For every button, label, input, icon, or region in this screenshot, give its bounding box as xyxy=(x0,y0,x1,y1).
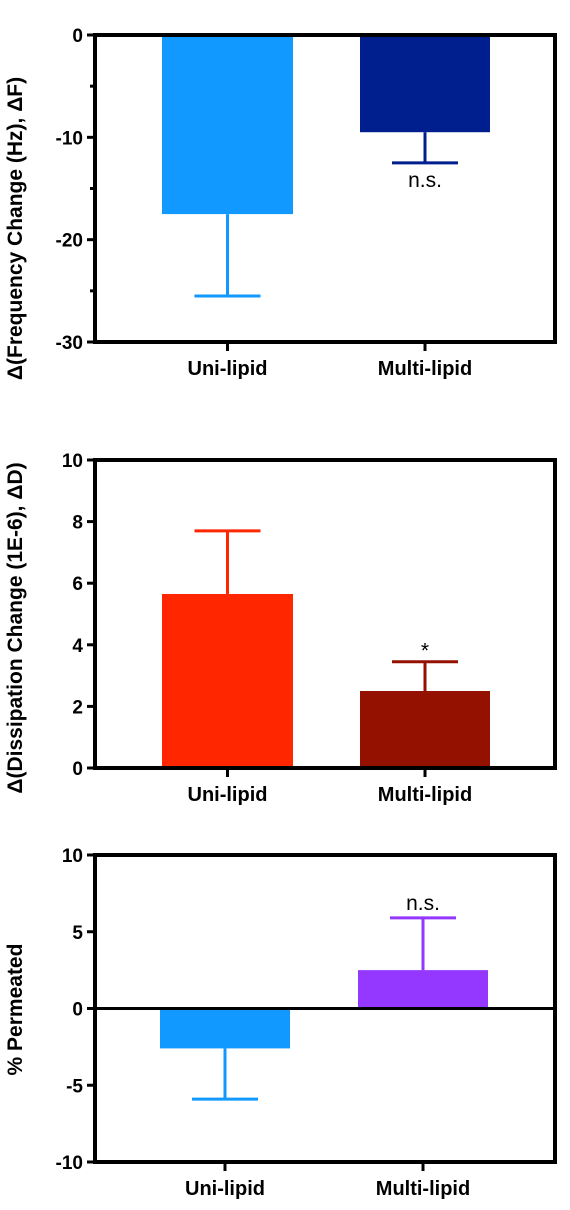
y-tick-label: 0 xyxy=(72,1000,83,1021)
bar-uni-lipid xyxy=(160,1008,290,1049)
y-axis-title: Δ(Frequency Change (Hz), ΔF) xyxy=(4,77,27,380)
x-tick-label-multi-lipid: Multi-lipid xyxy=(378,784,472,806)
y-tick-label: -20 xyxy=(56,231,83,252)
x-tick-label-uni-lipid: Uni-lipid xyxy=(185,1178,265,1200)
y-tick-label: -30 xyxy=(56,333,83,354)
x-tick-label-multi-lipid: Multi-lipid xyxy=(376,1178,470,1200)
y-tick-label: -5 xyxy=(66,1076,83,1097)
plot-frame xyxy=(93,458,557,770)
y-tick-label: 2 xyxy=(72,697,83,718)
chart-3: n.s. 10 5 0 -5 -10 Uni-lipid Multi-lipid % Perme… xyxy=(4,846,557,1200)
x-tick-label-uni-lipid: Uni-lipid xyxy=(188,358,268,380)
y-tick-label: 6 xyxy=(72,574,83,595)
y-axis-title: % Permeated xyxy=(4,944,27,1076)
y-tick-label: 10 xyxy=(62,451,83,472)
significance-label-multi-lipid: n.s. xyxy=(406,892,440,915)
y-axis-title: Δ(Dissipation Change (1E-6), ΔD) xyxy=(4,462,27,793)
y-tick-label: 0 xyxy=(72,26,83,47)
chart-2: * 0 2 4 6 8 10 Uni-lipid Multi-lipid Δ(Dissipatio… xyxy=(4,451,557,806)
significance-label-multi-lipid: n.s. xyxy=(408,169,442,192)
x-tick-label-uni-lipid: Uni-lipid xyxy=(188,784,268,806)
bar-multi-lipid xyxy=(360,691,490,768)
y-tick-label: -10 xyxy=(56,1153,83,1174)
y-tick-label: 0 xyxy=(72,759,83,780)
y-tick-label: 10 xyxy=(62,846,83,867)
x-tick-label-multi-lipid: Multi-lipid xyxy=(378,358,472,380)
significance-label-multi-lipid: * xyxy=(421,640,429,663)
y-tick-label: 4 xyxy=(72,636,83,657)
chart-1: n.s. 0 -10 -20 -30 Uni-lipid Multi-lipid Δ(Freq… xyxy=(4,26,557,380)
y-tick-label: 5 xyxy=(72,923,83,944)
y-tick-label: 8 xyxy=(72,513,83,534)
y-tick-label: -10 xyxy=(56,128,83,149)
bar-multi-lipid xyxy=(360,35,490,133)
bar-uni-lipid xyxy=(162,593,293,768)
bar-uni-lipid xyxy=(162,35,293,215)
bar-multi-lipid xyxy=(358,970,488,1009)
